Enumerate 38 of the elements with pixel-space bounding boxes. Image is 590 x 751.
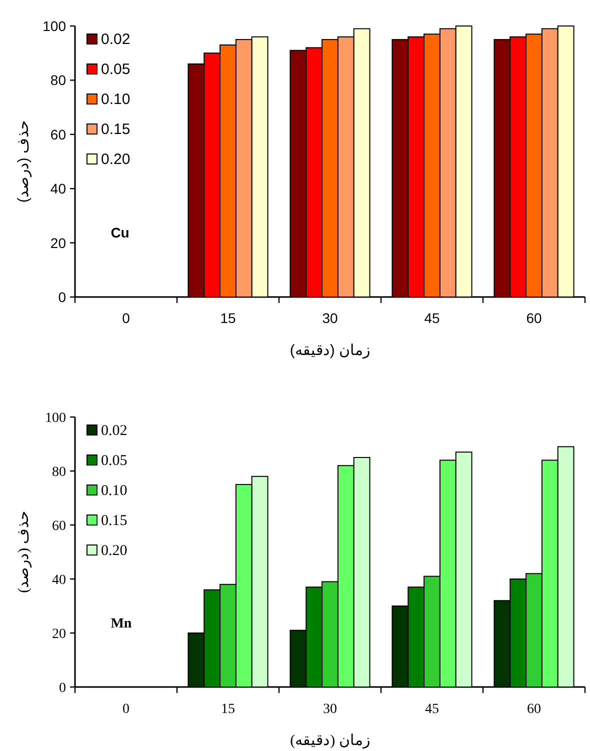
y-tick-label: 60 <box>52 519 66 534</box>
y-tick-label: 100 <box>42 18 66 34</box>
y-tick-label: 60 <box>50 126 66 142</box>
legend-label: 0.05 <box>101 61 130 78</box>
y-axis-title: حذف (درصد) <box>15 120 32 203</box>
legend-label: 0.02 <box>101 31 130 48</box>
y-tick-label: 20 <box>50 234 66 251</box>
x-tick-label: 30 <box>322 310 338 326</box>
legend-label: 0.10 <box>101 91 130 108</box>
x-tick-label: 60 <box>527 702 541 717</box>
y-tick-label: 40 <box>50 180 66 197</box>
y-axis-title: حذف (درصد) <box>16 511 32 593</box>
x-tick-label: 45 <box>424 310 440 326</box>
x-axis-title: زمان (دقیقه) <box>290 342 370 359</box>
annotation: Cu <box>110 224 130 240</box>
x-tick-label: 30 <box>323 702 337 717</box>
x-tick-label: 15 <box>221 702 235 717</box>
y-tick-label: 100 <box>45 411 66 426</box>
x-tick-label: 60 <box>526 310 542 326</box>
y-tick-label: 80 <box>52 465 66 480</box>
legend-label: 0.15 <box>101 121 130 138</box>
legend-label: 0.02 <box>101 423 128 439</box>
x-axis-title: زمان (دقیقه) <box>290 733 370 749</box>
y-tick-label: 0 <box>59 681 66 696</box>
legend-label: 0.15 <box>101 513 128 529</box>
annotation: Mn <box>110 616 132 632</box>
y-tick-label: 80 <box>50 72 66 88</box>
legend-label: 0.20 <box>101 151 130 168</box>
legend-label: 0.20 <box>101 543 128 559</box>
y-tick-label: 0 <box>58 289 66 305</box>
legend-label: 0.10 <box>101 483 128 499</box>
x-tick-label: 45 <box>425 702 439 717</box>
y-tick-label: 40 <box>52 573 66 588</box>
legend-label: 0.05 <box>101 453 128 469</box>
y-tick-label: 20 <box>52 627 66 642</box>
x-tick-label: 0 <box>122 310 130 326</box>
x-tick-label: 0 <box>122 702 130 717</box>
x-tick-label: 15 <box>220 310 236 326</box>
